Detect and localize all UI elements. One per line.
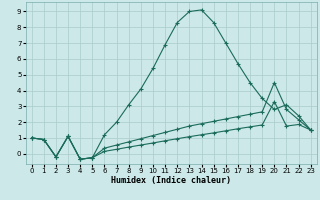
X-axis label: Humidex (Indice chaleur): Humidex (Indice chaleur) — [111, 176, 231, 185]
